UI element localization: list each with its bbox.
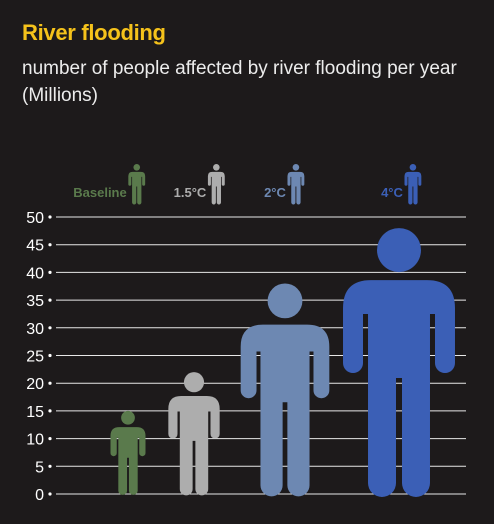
person-head xyxy=(121,410,135,425)
y-tick-label: 35 xyxy=(26,293,44,310)
chart-subtitle: number of people affected by river flood… xyxy=(22,58,457,106)
legend-label: 2°C xyxy=(264,185,286,200)
y-tick-label: 20 xyxy=(26,376,44,393)
tick-dot xyxy=(48,270,52,274)
tick-dot xyxy=(48,353,52,358)
legend-label: Baseline xyxy=(73,185,126,200)
tick-dot xyxy=(48,464,52,468)
tick-dot xyxy=(48,492,52,496)
y-tick-label: 50 xyxy=(26,210,44,227)
y-tick-label: 30 xyxy=(26,321,44,338)
tick-dot xyxy=(48,298,52,302)
legend-label: 4°C xyxy=(381,185,403,200)
person-body xyxy=(207,171,225,205)
person-marks xyxy=(110,228,455,497)
person-mark-4 xyxy=(343,228,455,497)
person-mark-2 xyxy=(168,372,220,496)
y-tick-label: 5 xyxy=(35,459,44,476)
chart-title: River flooding xyxy=(22,20,166,45)
tick-dot xyxy=(48,243,52,247)
person-head xyxy=(183,372,205,393)
legend-person-icon xyxy=(287,164,305,205)
person-body xyxy=(168,395,220,496)
person-mark-3 xyxy=(240,283,330,497)
legend-person-icon xyxy=(404,164,422,205)
y-tick-label: 40 xyxy=(26,265,44,282)
person-body xyxy=(287,171,305,205)
person-head xyxy=(267,283,303,319)
person-body xyxy=(128,171,146,205)
person-head xyxy=(133,164,141,171)
person-head xyxy=(377,228,421,273)
legend-person-icon xyxy=(207,164,225,205)
legend-label: 1.5°C xyxy=(174,185,207,200)
y-axis-ticks: 0 5 10 15 20 25 30 35 40 45 50 xyxy=(26,210,52,504)
tick-dot xyxy=(48,437,52,441)
person-body xyxy=(404,171,422,205)
legend-person-icon xyxy=(128,164,146,205)
person-head xyxy=(213,164,220,171)
person-body xyxy=(110,427,146,495)
y-tick-label: 15 xyxy=(26,404,44,421)
person-mark-1 xyxy=(110,410,146,495)
y-tick-label: 10 xyxy=(26,432,44,449)
person-head xyxy=(292,164,300,171)
y-tick-label: 25 xyxy=(26,349,44,366)
tick-dot xyxy=(48,326,52,330)
person-body xyxy=(240,324,330,497)
person-body xyxy=(343,280,455,497)
y-tick-label: 45 xyxy=(26,238,44,255)
tick-dot xyxy=(48,381,52,385)
person-head xyxy=(409,164,417,171)
legend: Baseline 1.5°C 2°C 4°C xyxy=(73,164,422,205)
y-tick-label: 0 xyxy=(35,487,44,504)
tick-dot xyxy=(48,215,52,219)
tick-dot xyxy=(48,409,52,413)
